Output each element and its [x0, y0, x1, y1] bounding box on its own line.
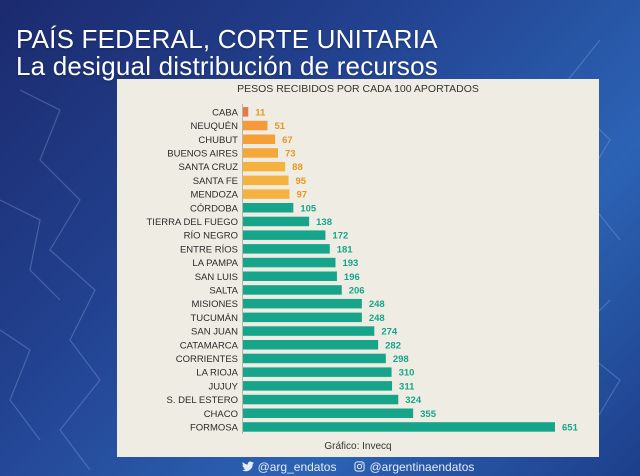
bar: [243, 216, 310, 227]
value-label: 196: [344, 272, 360, 283]
bar: [243, 271, 337, 281]
bar: [243, 367, 392, 377]
value-label: 274: [381, 327, 398, 338]
category-label: CATAMARCA: [180, 340, 239, 351]
bar: [243, 189, 290, 199]
value-label: 181: [337, 244, 354, 255]
category-label: S. DEL ESTERO: [167, 395, 238, 406]
twitter-icon: [241, 461, 254, 472]
bar: [243, 161, 286, 172]
category-label: JUJUY: [208, 381, 238, 392]
bar: [243, 285, 342, 295]
bar: [243, 381, 393, 391]
bar: [243, 340, 379, 350]
bar: [243, 107, 249, 117]
value-label: 310: [399, 368, 415, 379]
bar: [243, 244, 330, 254]
bar: [243, 394, 399, 405]
bar: [243, 353, 386, 364]
value-label: 172: [332, 231, 348, 242]
bar: [243, 148, 278, 158]
category-label: LA RIOJA: [196, 368, 238, 379]
value-label: 138: [316, 217, 332, 228]
twitter-handle[interactable]: @arg_endatos: [241, 459, 337, 474]
value-label: 298: [393, 354, 409, 365]
category-label: MENDOZA: [191, 190, 239, 201]
headline: PAÍS FEDERAL, CORTE UNITARIA La desigual…: [16, 24, 438, 81]
category-label: CÓRDOBA: [190, 203, 239, 214]
category-label: SANTA CRUZ: [179, 162, 239, 173]
category-label: SAN LUIS: [195, 272, 238, 283]
value-label: 206: [349, 285, 365, 296]
bars-group: CABA 11 NEUQUÉN 51 CHUBUT 67 BUENOS AIRES 73 SAN…: [147, 107, 579, 433]
headline-subtitle: La desigual distribución de recursos: [16, 51, 438, 81]
value-label: 97: [296, 190, 307, 201]
headline-title: PAÍS FEDERAL, CORTE UNITARIA: [16, 24, 438, 54]
bar-chart: PESOS RECIBIDOS POR CADA 100 APORTADOS C…: [147, 83, 579, 452]
category-label: FORMOSA: [190, 422, 239, 433]
bar: [243, 298, 362, 309]
value-label: 67: [282, 135, 293, 146]
bar: [243, 175, 289, 186]
instagram-handle-text: @argentinaendatos: [369, 459, 475, 474]
footer: @arg_endatos @argentinaendatos: [117, 457, 599, 476]
category-label: NEUQUÉN: [190, 121, 238, 132]
bar: [243, 120, 268, 131]
value-label: 651: [562, 422, 579, 433]
value-label: 282: [385, 340, 401, 351]
category-label: SALTA: [209, 285, 238, 296]
value-label: 355: [420, 409, 437, 420]
chart-source: Gráfico: Invecq: [324, 441, 391, 452]
twitter-handle-text: @arg_endatos: [257, 459, 337, 474]
bar: [243, 422, 555, 432]
instagram-icon: [354, 461, 366, 472]
category-label: CHUBUT: [198, 135, 238, 146]
category-label: ENTRE RÍOS: [180, 244, 238, 255]
category-label: LA PAMPA: [192, 258, 238, 269]
value-label: 193: [342, 258, 358, 269]
value-label: 88: [292, 162, 303, 173]
category-label: CORRIENTES: [176, 354, 238, 365]
bar: [243, 230, 326, 240]
value-label: 105: [300, 203, 317, 214]
category-label: SAN JUAN: [191, 327, 238, 338]
category-label: BUENOS AIRES: [167, 148, 238, 159]
category-label: SANTA FE: [193, 176, 238, 187]
bar: [243, 408, 414, 418]
bar: [243, 312, 362, 323]
value-label: 95: [296, 176, 307, 187]
value-label: 324: [405, 395, 422, 406]
value-label: 51: [274, 121, 285, 132]
bar: [243, 326, 375, 336]
instagram-handle[interactable]: @argentinaendatos: [354, 460, 474, 474]
category-label: CHACO: [204, 409, 238, 420]
value-label: 311: [399, 381, 415, 392]
category-label: TUCUMÁN: [191, 313, 239, 324]
category-label: TIERRA DEL FUEGO: [147, 217, 239, 228]
bar: [243, 257, 336, 268]
value-label: 248: [369, 299, 385, 310]
category-label: RÍO NEGRO: [184, 231, 238, 242]
value-label: 11: [255, 107, 266, 118]
bar: [243, 203, 294, 213]
chart-title: PESOS RECIBIDOS POR CADA 100 APORTADOS: [237, 83, 479, 95]
category-label: CABA: [212, 107, 239, 118]
bar: [243, 134, 276, 144]
category-label: MISIONES: [192, 299, 238, 310]
chart-panel: PESOS RECIBIDOS POR CADA 100 APORTADOS C…: [117, 79, 599, 457]
value-label: 73: [285, 148, 296, 159]
value-label: 248: [369, 313, 385, 324]
